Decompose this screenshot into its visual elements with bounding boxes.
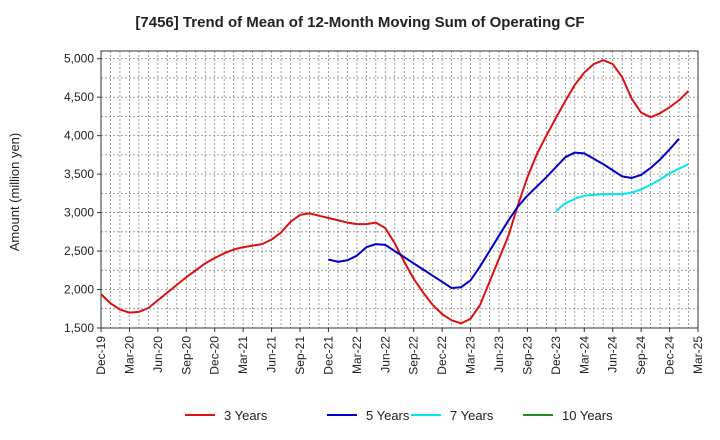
x-tick-label: Jun-21: [265, 336, 279, 373]
y-tick-label: 5,000: [64, 52, 94, 66]
x-tick-label: Sep-24: [634, 336, 648, 375]
y-tick-label: 4,000: [64, 129, 94, 143]
x-tick-label: Dec-19: [94, 336, 108, 375]
x-tick-label: Dec-21: [321, 336, 335, 375]
legend-label: 10 Years: [562, 408, 613, 423]
grid: [101, 51, 698, 328]
x-tick-label: Sep-20: [179, 336, 193, 375]
y-tick-label: 3,000: [64, 206, 94, 220]
x-tick-label: Sep-23: [520, 336, 534, 375]
x-tick-label: Mar-20: [122, 336, 136, 374]
y-tick-label: 2,000: [64, 283, 94, 297]
x-tick-label: Dec-20: [208, 336, 222, 375]
series-layer: [100, 59, 690, 325]
y-tick-label: 3,500: [64, 167, 94, 181]
x-tick-label: Mar-22: [350, 336, 364, 374]
chart-title: [7456] Trend of Mean of 12-Month Moving …: [135, 14, 584, 31]
x-tick-label: Mar-25: [691, 336, 705, 374]
y-tick-label: 2,500: [64, 244, 94, 258]
x-tick-label: Sep-21: [293, 336, 307, 375]
x-tick-label: Sep-22: [407, 336, 421, 375]
x-tick-label: Dec-24: [663, 336, 677, 375]
legend-label: 7 Years: [450, 408, 494, 423]
legend: 3 Years 5 Years 7 Years 10 Years: [185, 408, 613, 423]
legend-label: 5 Years: [366, 408, 410, 423]
plot-frame: [100, 50, 699, 329]
series-line-7-years: [555, 163, 689, 212]
x-tick-label: Dec-23: [549, 336, 563, 375]
x-tick-label: Jun-24: [606, 336, 620, 373]
x-tick-label: Jun-20: [151, 336, 165, 373]
y-axis-label: Amount (million yen): [7, 133, 22, 252]
x-axis: Dec-19 Mar-20 Jun-20 Sep-20 Dec-20 Mar-21 Jun-…: [94, 328, 705, 375]
y-axis: 1,500 2,000 2,500 3,000 3,500 4,000 4,500 5,000: [64, 52, 101, 335]
x-tick-label: Jun-23: [492, 336, 506, 373]
x-tick-label: Dec-22: [435, 336, 449, 375]
x-tick-label: Mar-24: [577, 336, 591, 374]
legend-label: 3 Years: [224, 408, 268, 423]
x-tick-label: Mar-21: [236, 336, 250, 374]
y-tick-label: 4,500: [64, 90, 94, 104]
series-line-3-years: [100, 59, 690, 325]
x-tick-label: Jun-22: [378, 336, 392, 373]
y-tick-label: 1,500: [64, 321, 94, 335]
series-line-5-years: [328, 138, 680, 289]
x-tick-label: Mar-23: [464, 336, 478, 374]
